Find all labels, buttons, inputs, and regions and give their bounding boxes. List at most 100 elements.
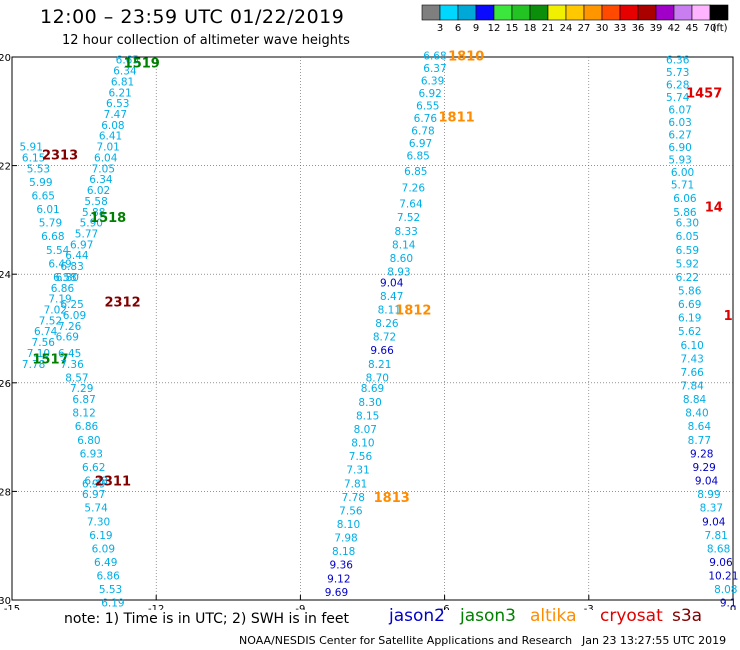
x-tick-label: -12: [148, 604, 164, 610]
colorbar-label: 21: [542, 23, 555, 34]
wave-height-value: 7.52: [397, 212, 420, 224]
wave-height-value: 6.81: [111, 76, 134, 88]
wave-height-value: 5.88: [82, 207, 105, 219]
wave-height-value: 8.57: [65, 372, 88, 384]
wave-height-value: 8.64: [688, 421, 712, 433]
wave-height-value: 5.71: [671, 180, 694, 192]
wave-height-value: 5.74: [666, 92, 690, 104]
legend-s3a: s3a: [672, 606, 703, 626]
wave-height-value: 6.19: [89, 530, 112, 542]
wave-height-value: 8.37: [700, 503, 723, 515]
wave-height-value: 6.19: [678, 313, 701, 325]
wave-height-value: 6.99: [82, 478, 105, 490]
colorbar-label: 15: [506, 23, 519, 34]
wave-height-value: 7.66: [680, 367, 704, 379]
wave-height-value: 6.38: [84, 476, 107, 488]
wave-height-value: 7.84: [680, 381, 704, 393]
wave-height-value: 6.07: [668, 105, 691, 117]
colorbar-label: (ft): [712, 23, 727, 34]
wave-height-value: 6.02: [87, 185, 110, 197]
wave-height-value: 7.36: [60, 359, 84, 371]
wave-height-value: 6.41: [99, 131, 122, 143]
wave-height-value: 5.79: [39, 218, 62, 230]
wave-height-value: 6.03: [668, 117, 691, 129]
wave-height-value: 8.11: [378, 304, 401, 316]
wave-height-value: 6.22: [676, 272, 699, 284]
colorbar-label: 42: [668, 23, 681, 34]
wave-height-value: 6.85: [406, 150, 429, 162]
wave-height-value: 7.56: [339, 505, 363, 517]
pass-id-label: 1810: [448, 49, 484, 64]
wave-height-value: 6.58: [53, 272, 76, 284]
colorbar-label: 70: [704, 23, 717, 34]
wave-height-value: 6.59: [676, 245, 699, 257]
pass-id-label: 1: [724, 309, 733, 324]
wave-height-value: 6.86: [96, 571, 120, 583]
colorbar-label: 6: [455, 23, 461, 34]
y-tick-label: -20: [0, 53, 11, 64]
wave-height-value: 6.78: [411, 125, 434, 137]
pass-id-label: 2311: [95, 475, 131, 490]
colorbar-label: 36: [632, 23, 645, 34]
wave-height-value: 8.10: [351, 438, 374, 450]
wave-height-value: 5.53: [99, 584, 122, 596]
colorbar-label: 33: [614, 23, 627, 34]
colorbar-label: 18: [524, 23, 537, 34]
wave-height-value: 9.04: [695, 476, 719, 488]
wave-height-value: 9.04: [702, 516, 726, 528]
wave-height-value: 6.10: [680, 340, 703, 352]
page-subtitle: 12 hour collection of altimeter wave hei…: [62, 33, 350, 48]
wave-height-value: 5.74: [84, 503, 108, 515]
wave-height-value: 7.05: [92, 163, 115, 175]
wave-height-value: 6.44: [65, 250, 89, 262]
wave-height-value: 7.98: [334, 533, 357, 545]
wave-height-value: 5.73: [666, 67, 689, 79]
wave-height-value: 8.60: [390, 253, 413, 265]
generation-timestamp: Jan 23 13:27:55 UTC 2019: [582, 634, 727, 647]
wave-height-value: 9.28: [690, 448, 713, 460]
colorbar-label: 39: [650, 23, 663, 34]
wave-height-value: 5.92: [676, 258, 699, 270]
wave-height-value: 8.84: [683, 394, 707, 406]
wave-height-value: 8.21: [368, 359, 391, 371]
wave-height-value: 6.85: [404, 166, 427, 178]
wave-height-value: 9.66: [370, 345, 394, 357]
wave-height-value: 8.08: [714, 584, 737, 596]
wave-height-value: 7.43: [680, 353, 703, 365]
wave-height-value: 6.92: [418, 88, 441, 100]
wave-height-value: 6.45: [58, 348, 81, 360]
pass-id-label: 14: [705, 200, 723, 215]
y-tick-label: -24: [0, 270, 11, 281]
wave-height-value: 6.68: [41, 231, 64, 243]
pass-id-label: 1457: [686, 86, 722, 101]
wave-height-value: 8.69: [361, 383, 384, 395]
wave-height-value: 8.33: [394, 226, 417, 238]
wave-height-value: 6.39: [421, 75, 444, 87]
colorbar-label: 12: [488, 23, 501, 34]
pass-id-label: 1518: [90, 211, 126, 226]
color-scale-legend: 3 6 9 12 15 18 21 24 27 30 33 36 39 42 45 70(ft): [421, 4, 729, 34]
x-tick-label: -6: [440, 604, 450, 610]
wave-height-value: 6.25: [60, 299, 83, 311]
credit-line: NOAA/NESDIS Center for Satellite Applica…: [239, 634, 573, 647]
wave-height-value: 6.86: [75, 421, 99, 433]
wave-height-value: 6.34: [89, 174, 113, 186]
x-tick-label: 0: [730, 604, 736, 610]
wave-height-value: 7.02: [44, 304, 67, 316]
y-tick-label: -22: [0, 162, 11, 173]
wave-height-value: 8.70: [366, 372, 389, 384]
wave-height-value: 7.26: [402, 182, 426, 194]
wave-height-value: 7.81: [344, 478, 367, 490]
wave-height-value: 6.30: [676, 218, 699, 230]
wave-height-value: 6.69: [678, 299, 701, 311]
wave-height-value: 7.56: [32, 337, 56, 349]
wave-height-value: 6.65: [32, 190, 55, 202]
wave-height-value: 5.53: [27, 163, 50, 175]
pass-id-label: 1811: [439, 111, 475, 126]
wave-height-value: 7.56: [349, 451, 373, 463]
y-tick-label: -30: [0, 596, 11, 607]
wave-height-value: 8.07: [354, 424, 377, 436]
wave-height-value: 9.04: [380, 277, 404, 289]
wave-height-value: 6.90: [668, 142, 691, 154]
pass-id-label: 1812: [395, 303, 431, 318]
